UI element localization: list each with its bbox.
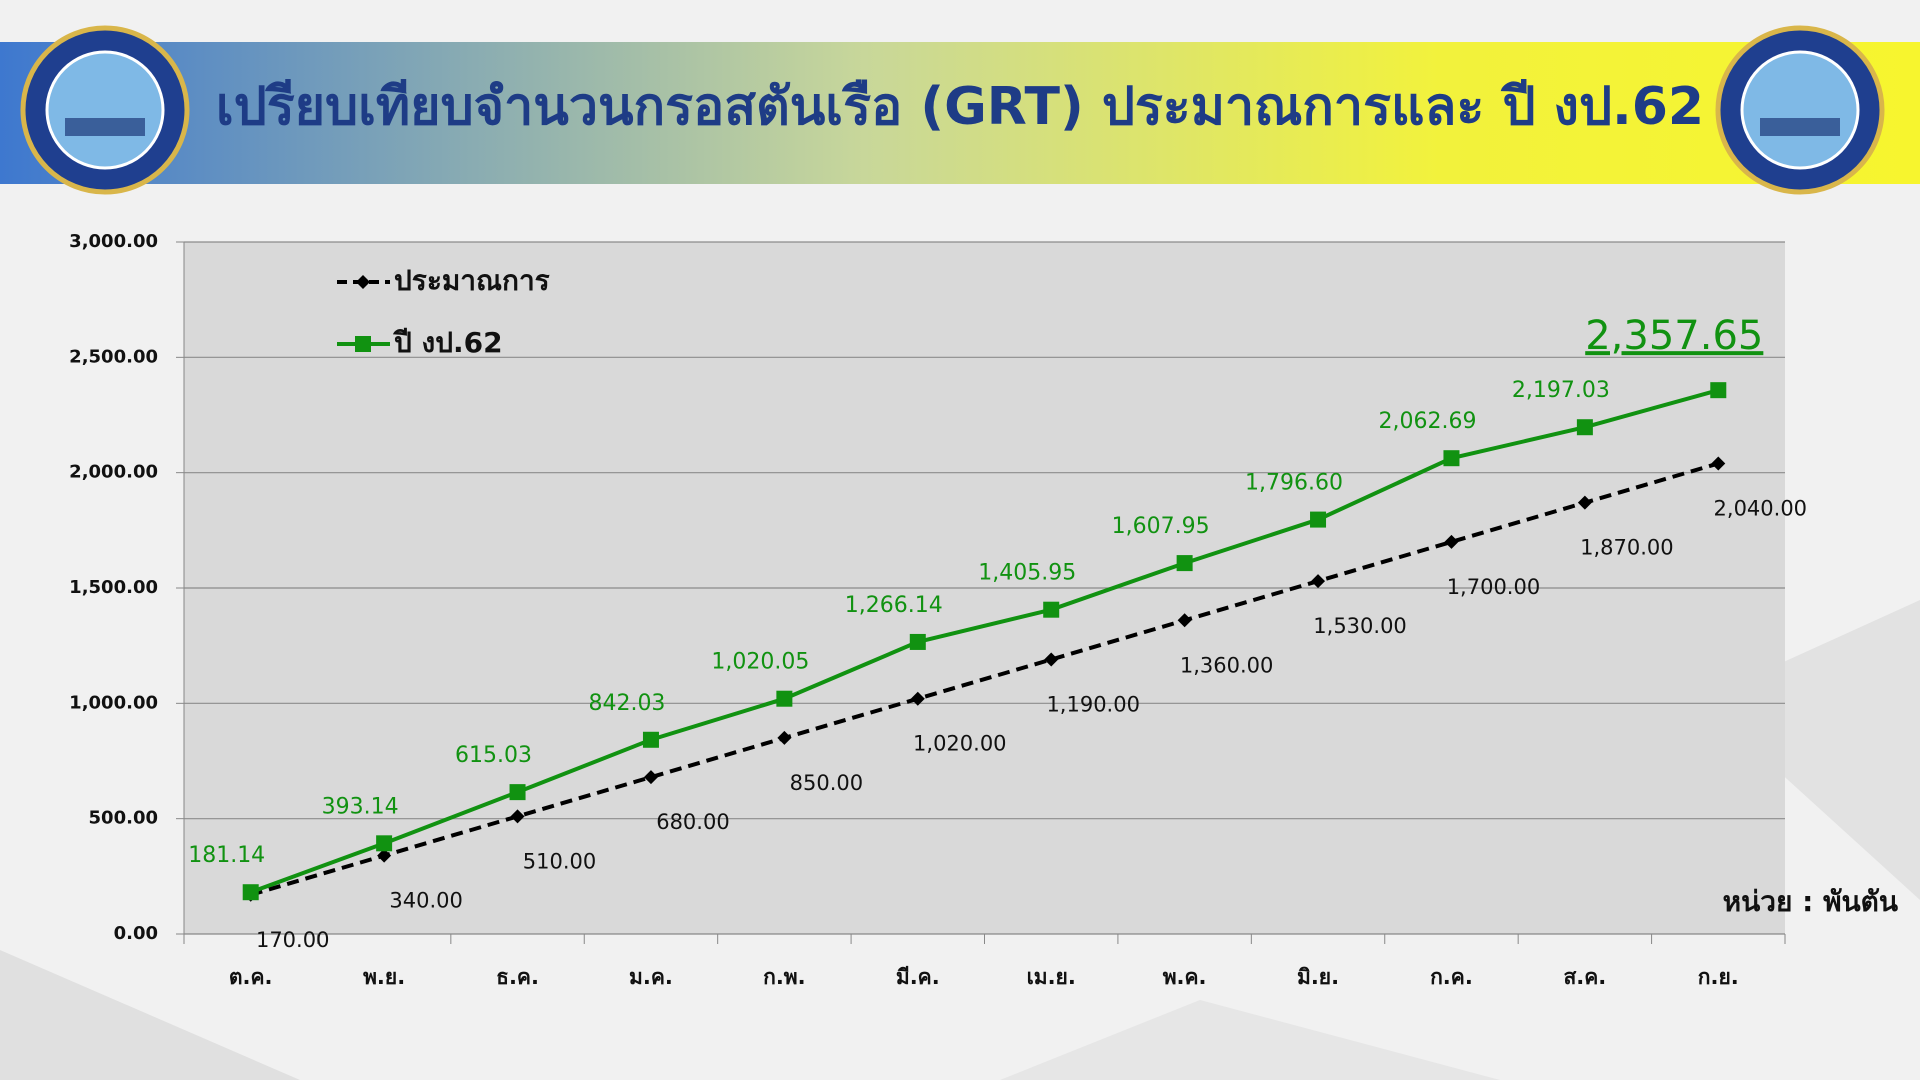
series-line <box>250 388 1719 895</box>
data-label: 2,197.03 <box>1512 378 1610 403</box>
x-tick-label: พ.ค. <box>1163 965 1207 989</box>
data-label: 181.14 <box>188 843 265 868</box>
x-tick-label: ก.ค. <box>1430 965 1473 989</box>
data-point <box>1710 382 1727 399</box>
data-label: 842.03 <box>588 691 665 716</box>
data-label: 1,405.95 <box>978 561 1076 586</box>
x-tick-label: ก.ย. <box>1698 965 1739 989</box>
data-label: 1,796.60 <box>1245 471 1343 496</box>
y-tick-label: 1,500.00 <box>69 577 158 598</box>
data-point <box>910 691 925 706</box>
x-tick-label: ส.ค. <box>1563 965 1606 989</box>
data-point <box>909 633 926 650</box>
data-point <box>1576 419 1593 436</box>
legend-label: ปี งป.62 <box>392 326 503 359</box>
data-label: 1,870.00 <box>1580 536 1674 560</box>
y-tick-label: 500.00 <box>89 808 158 829</box>
data-label: 393.14 <box>322 794 399 819</box>
bg-shape <box>1000 1000 1500 1080</box>
data-label: 615.03 <box>455 743 532 768</box>
y-tick-label: 2,500.00 <box>69 346 158 367</box>
data-point <box>777 730 792 745</box>
x-tick-label: เม.ย. <box>1027 965 1076 989</box>
x-tick-label: ธ.ค. <box>496 965 539 989</box>
x-tick-label: ก.พ. <box>763 965 806 989</box>
data-point <box>1176 555 1193 572</box>
data-point <box>776 690 793 707</box>
header-band <box>0 42 1920 184</box>
data-point <box>1577 495 1592 510</box>
data-label: 510.00 <box>523 849 596 873</box>
data-point <box>643 770 658 785</box>
data-point <box>1444 534 1459 549</box>
data-point <box>1310 511 1327 528</box>
data-label: 1,607.95 <box>1112 514 1210 539</box>
data-point <box>1711 456 1726 471</box>
data-point <box>1177 613 1192 628</box>
data-point <box>1044 652 1059 667</box>
data-point <box>376 835 393 852</box>
data-point <box>377 848 392 863</box>
x-tick-label: ม.ค. <box>629 965 673 989</box>
data-label: 2,357.65 <box>1585 313 1763 359</box>
y-tick-label: 1,000.00 <box>69 692 158 713</box>
unit-label: หน่วย : พันตัน <box>1723 885 1898 918</box>
chart-title: เปรียบเทียบจำนวนกรอสตันเรือ (GRT) ประมาณ… <box>216 77 1704 137</box>
data-label: 340.00 <box>389 889 462 913</box>
data-label: 170.00 <box>256 928 329 952</box>
data-label: 1,360.00 <box>1180 653 1274 677</box>
data-label: 680.00 <box>656 810 729 834</box>
data-label: 850.00 <box>790 771 863 795</box>
data-point <box>509 784 526 801</box>
data-point <box>642 731 659 748</box>
series-line <box>250 461 1719 897</box>
data-label: 2,040.00 <box>1714 496 1808 520</box>
data-label: 1,020.00 <box>913 732 1007 756</box>
data-label: 2,062.69 <box>1378 409 1476 434</box>
legend-marker <box>355 336 371 352</box>
legend-label: ประมาณการ <box>394 264 550 297</box>
data-label: 1,266.14 <box>845 593 943 618</box>
bg-shape <box>0 950 300 1080</box>
logo <box>1715 25 1885 195</box>
x-tick-label: ต.ค. <box>229 965 273 989</box>
y-tick-label: 3,000.00 <box>69 231 158 252</box>
logo <box>20 25 190 195</box>
data-point <box>510 809 525 824</box>
data-label: 1,190.00 <box>1046 693 1140 717</box>
x-tick-label: พ.ย. <box>363 965 405 989</box>
legend-marker <box>356 275 370 289</box>
y-tick-label: 0.00 <box>114 923 158 944</box>
data-point <box>1311 574 1326 589</box>
data-label: 1,700.00 <box>1447 575 1541 599</box>
data-point <box>242 884 259 901</box>
data-point <box>1443 450 1460 467</box>
data-point <box>1043 601 1060 618</box>
data-label: 1,020.05 <box>711 650 809 675</box>
x-tick-label: มี.ค. <box>896 965 940 989</box>
y-tick-label: 2,000.00 <box>69 462 158 483</box>
data-label: 1,530.00 <box>1313 614 1407 638</box>
x-tick-label: มิ.ย. <box>1297 965 1339 989</box>
